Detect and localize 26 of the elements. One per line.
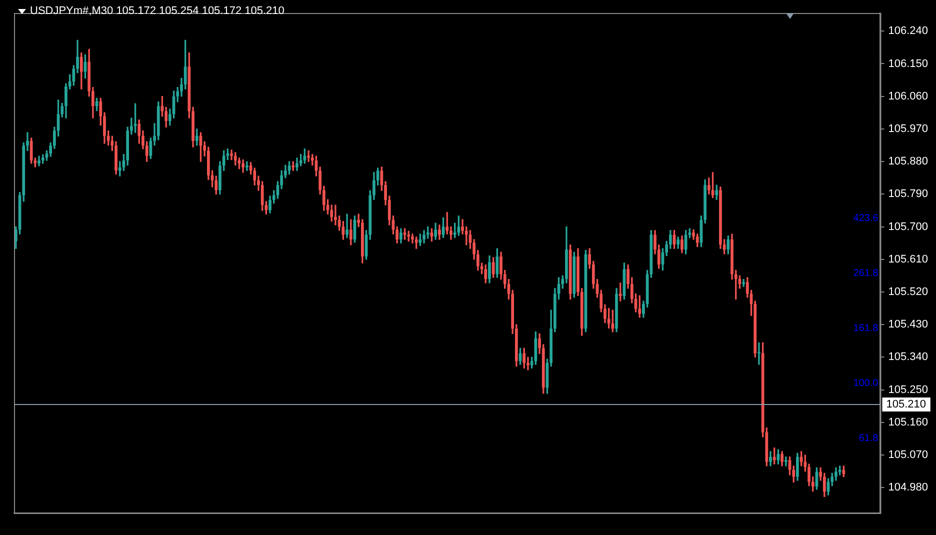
text: 161.8 (853, 322, 879, 334)
y-tick-label: 106.150 (888, 58, 928, 70)
candlestick (742, 278, 746, 287)
text: 61.8 (858, 432, 879, 444)
y-tick-label: 105.160 (888, 416, 928, 428)
candlestick (245, 161, 248, 171)
y-tick-label: 105.520 (888, 286, 928, 298)
y-tick-label: 105.700 (888, 220, 928, 233)
y-tick-label: 104.980 (888, 482, 928, 494)
y-tick-label: 105.610 (888, 253, 928, 266)
text: 261.8 (853, 268, 879, 279)
y-tick-label: 105.250 (888, 384, 928, 396)
y-tick-label: 105.430 (888, 318, 928, 331)
y-tick-label: 106.060 (888, 90, 928, 102)
chart-title: USDJPYm#,M30 105.172 105.254 105.172 105.210 (30, 5, 284, 17)
y-tick-label: 106.240 (888, 25, 928, 38)
y-tick-label: 105.880 (888, 156, 928, 168)
text: 423.6 (853, 212, 879, 224)
candlestick (758, 342, 760, 365)
text: 100.0 (853, 378, 879, 389)
y-tick-label: 105.070 (888, 449, 928, 462)
y-tick-label: 105.970 (888, 122, 928, 135)
y-tick-label: 105.340 (888, 351, 928, 364)
candlestick (346, 214, 348, 238)
ref-line-label: 105.210 (886, 398, 926, 411)
y-tick-label: 105.790 (888, 188, 928, 200)
